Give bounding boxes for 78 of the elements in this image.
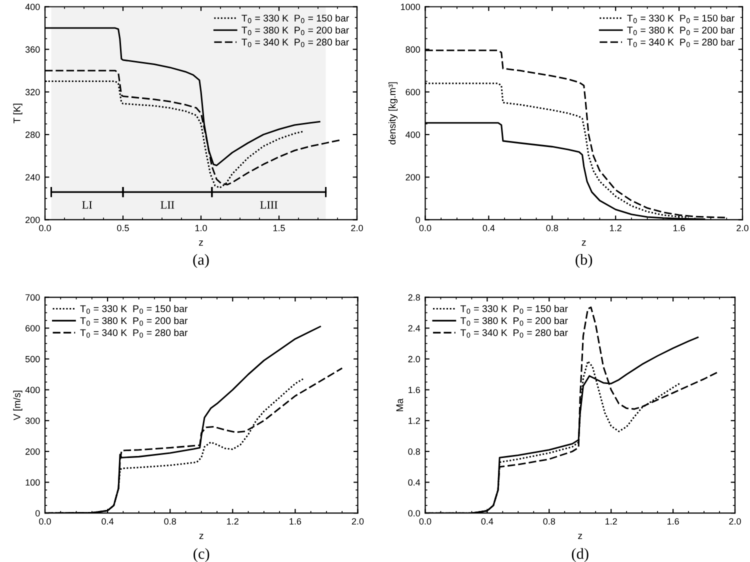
x-axis-title: z — [199, 534, 204, 539]
x-tick-label: 1.6 — [290, 518, 302, 525]
x-tick-label: 1.0 — [195, 224, 207, 232]
text: (c) — [194, 548, 210, 562]
text: (a) — [193, 254, 209, 268]
y-axis-title: density [kg.m³] — [388, 82, 398, 144]
y-tick-label: 500 — [25, 356, 40, 362]
x-tick-label: 2.0 — [736, 224, 748, 232]
y-tick-label: 280 — [26, 132, 40, 138]
y-tick-label: 2.4 — [408, 325, 420, 332]
x-tick-label: 2.0 — [729, 518, 741, 525]
legend-label: T$_{0}$ = 330 K P$_{0}$ = 150 bar — [627, 14, 734, 24]
y-tick-label: 600 — [406, 88, 420, 96]
legend-label: T$_{0}$ = 380 K P$_{0}$ = 200 bar — [80, 317, 188, 326]
x-tick-label: 1.6 — [673, 224, 685, 232]
x-tick-label: 2.0 — [351, 224, 363, 232]
y-tick-label: 1000 — [400, 4, 420, 10]
y-tick-label: 0.0 — [408, 510, 420, 516]
y-tick-label: 1.2 — [408, 418, 420, 424]
legend-label: T$_{0}$ = 340 K P$_{0}$ = 280 bar — [627, 38, 734, 48]
legend-label: T$_{0}$ = 330 K P$_{0}$ = 150 bar — [460, 305, 568, 314]
x-tick-label: 0.0 — [419, 224, 432, 232]
legend-label: T$_{0}$ = 340 K P$_{0}$ = 280 bar — [242, 38, 349, 48]
x-axis-title: z — [198, 240, 203, 246]
x-tick-label: 0.5 — [117, 224, 129, 232]
x-tick-label: 1.5 — [273, 224, 285, 232]
band-label: LII — [160, 201, 174, 209]
x-tick-label: 0.4 — [482, 224, 495, 232]
x-tick-label: 1.2 — [610, 224, 622, 232]
x-tick-label: 0.8 — [164, 518, 176, 525]
text: (d) — [572, 548, 588, 562]
x-tick-label: 0.8 — [546, 224, 558, 232]
y-axis-title: T [K] — [13, 104, 22, 124]
x-tick-label: 0.0 — [39, 224, 51, 232]
y-tick-label: 0 — [35, 510, 40, 516]
y-tick-label: 0.8 — [408, 448, 420, 455]
x-tick-label: 0.0 — [419, 518, 432, 525]
y-tick-label: 0 — [416, 216, 420, 224]
y-tick-label: 800 — [406, 46, 420, 53]
text: (b) — [576, 254, 592, 268]
x-tick-label: 1.6 — [667, 518, 679, 525]
y-tick-label: 360 — [25, 46, 40, 53]
band-label: LIII — [260, 201, 278, 209]
band-label: LI — [82, 201, 92, 209]
x-tick-label: 0.4 — [102, 518, 114, 525]
x-tick-label: 0.8 — [543, 518, 556, 525]
y-tick-label: 400 — [406, 132, 420, 138]
x-tick-label: 1.2 — [227, 518, 238, 525]
x-tick-label: 0.4 — [481, 518, 494, 525]
y-tick-label: 300 — [25, 418, 40, 424]
y-tick-label: 600 — [26, 325, 40, 332]
legend-label: T$_{0}$ = 330 K P$_{0}$ = 150 bar — [80, 305, 188, 314]
y-tick-label: 0.4 — [408, 479, 420, 486]
x-tick-label: 2.0 — [352, 518, 364, 525]
x-axis-title: z — [582, 240, 586, 246]
legend-label: T$_{0}$ = 340 K P$_{0}$ = 280 bar — [460, 328, 568, 338]
legend-label: T$_{0}$ = 380 K P$_{0}$ = 200 bar — [242, 26, 349, 36]
x-axis-title: z — [578, 534, 582, 539]
y-tick-label: 320 — [25, 88, 40, 96]
y-tick-label: 200 — [406, 174, 420, 180]
y-tick-label: 200 — [26, 216, 40, 224]
y-tick-label: 400 — [25, 4, 40, 10]
y-tick-label: 100 — [26, 479, 40, 486]
y-tick-label: 2.0 — [408, 356, 420, 362]
y-tick-label: 700 — [26, 294, 40, 301]
x-tick-label: 0.0 — [39, 518, 51, 525]
y-tick-label: 2.8 — [408, 294, 420, 301]
legend-label: T$_{0}$ = 330 K P$_{0}$ = 150 bar — [242, 14, 349, 24]
y-axis-title: V [m/s] — [13, 390, 22, 420]
y-tick-label: 400 — [25, 386, 40, 394]
y-tick-label: 200 — [26, 448, 40, 455]
y-axis-title: Ma — [396, 398, 404, 412]
y-tick-label: 240 — [26, 174, 40, 180]
legend-label: T$_{0}$ = 380 K P$_{0}$ = 200 bar — [460, 317, 568, 326]
x-tick-label: 1.2 — [606, 518, 617, 525]
legend-label: T$_{0}$ = 340 K P$_{0}$ = 280 bar — [80, 328, 188, 338]
legend-label: T$_{0}$ = 380 K P$_{0}$ = 200 bar — [627, 26, 734, 36]
y-tick-label: 1.6 — [408, 386, 420, 394]
